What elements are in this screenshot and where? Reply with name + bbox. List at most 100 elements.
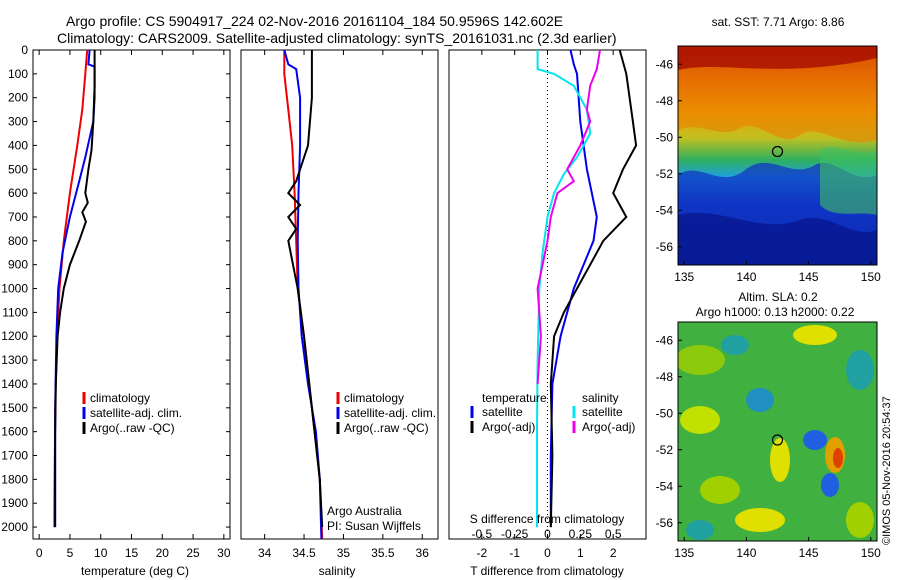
figure-title-line1: Argo profile: CS 5904917_224 02-Nov-2016… — [66, 13, 563, 29]
sla-map-ticks: 135 140 145 150 -46 -48 -50 -52 -54 -56 — [656, 333, 881, 560]
x-tick-label: 2 — [610, 546, 617, 560]
top-tick-label: 0 — [544, 527, 551, 541]
x-tick-label: 10 — [94, 546, 108, 560]
depth-tick-label: 400 — [8, 138, 28, 152]
temperature-xlabel: temperature (deg C) — [81, 564, 189, 578]
x-tick-label: 15 — [125, 546, 139, 560]
map-y-tick-label: -54 — [656, 479, 674, 493]
map-y-tick-label: -48 — [656, 94, 674, 108]
series-line-satellite — [536, 50, 592, 528]
x-tick-label: 30 — [217, 546, 231, 560]
legend-label-s-satellite: satellite — [582, 405, 623, 419]
series-line-argorawqc — [287, 50, 324, 528]
attribution-line1: Argo Australia — [327, 504, 402, 518]
map-y-tick-label: -46 — [656, 333, 674, 347]
legend-label-satellite: satellite-adj. clim. — [90, 406, 182, 420]
map-x-tick-label: 135 — [674, 546, 694, 560]
sla-map-panel: Altim. SLA: 0.2 Argo h1000: 0.13 h2000: … — [656, 290, 881, 560]
difference-top-axis-label: S difference from climatology — [470, 512, 625, 526]
sla-map-title-line2: Argo h1000: 0.13 h2000: 0.22 — [696, 305, 855, 319]
sst-heatmap — [678, 46, 877, 265]
x-tick-label: -2 — [476, 546, 487, 560]
depth-tick-label: 200 — [8, 91, 28, 105]
map-y-tick-label: -48 — [656, 370, 674, 384]
depth-tick-label: 700 — [8, 210, 28, 224]
legend-label-argo: Argo(..raw -QC) — [344, 421, 429, 435]
legend-label-t-argo: Argo(-adj) — [482, 420, 535, 434]
x-tick-label: 1 — [577, 546, 584, 560]
map-x-tick-label: 150 — [861, 270, 881, 284]
map-y-tick-label: -56 — [656, 516, 674, 530]
depth-tick-label: 1000 — [1, 282, 28, 296]
salinity-x-ticks: 34 34.5 35 35.5 36 — [258, 50, 429, 560]
legend-label-t-satellite: satellite — [482, 405, 523, 419]
x-tick-label: 5 — [67, 546, 74, 560]
map-x-tick-label: 150 — [861, 546, 881, 560]
top-tick-label: -0.25 — [501, 527, 529, 541]
map-x-tick-label: 145 — [799, 546, 819, 560]
difference-legend: temperature salinity satellite Argo(-adj… — [470, 391, 635, 434]
legend-label-climatology: climatology — [344, 391, 404, 405]
salinity-xlabel: salinity — [319, 564, 356, 578]
series-line-satelliteadjclim — [283, 49, 323, 540]
depth-tick-label: 1300 — [1, 353, 28, 367]
map-x-tick-label: 140 — [736, 270, 756, 284]
difference-x-ticks: -2 -1 0 1 2 — [476, 50, 617, 560]
series-line-argoadj — [549, 49, 638, 528]
sst-map-panel: sat. SST: 7.71 Argo: 8.86 135 140 145 150 -4… — [656, 15, 881, 284]
depth-tick-label: 1200 — [1, 329, 28, 343]
map-x-tick-label: 140 — [736, 546, 756, 560]
imos-timestamp-label: ©IMOS 05-Nov-2016 20:54:37 — [881, 396, 893, 545]
depth-tick-label: 2000 — [1, 520, 28, 534]
map-y-tick-label: -54 — [656, 203, 674, 217]
figure-title-line2: Climatology: CARS2009. Satellite-adjuste… — [57, 30, 617, 46]
depth-tick-label: 100 — [8, 67, 28, 81]
top-tick-label: -0.5 — [471, 527, 492, 541]
salinity-lines — [283, 49, 324, 540]
depth-tick-label: 1600 — [1, 425, 28, 439]
attribution-line2: PI: Susan Wijffels — [327, 519, 421, 533]
legend-label-climatology: climatology — [90, 391, 150, 405]
series-line-argoadj — [536, 49, 601, 385]
legend-label-satellite: satellite-adj. clim. — [344, 406, 436, 420]
temperature-lines — [53, 49, 96, 528]
x-tick-label: 20 — [156, 546, 170, 560]
x-tick-label: 35 — [337, 546, 351, 560]
salinity-panel: 34 34.5 35 35.5 36 salinity climatology sate… — [240, 49, 439, 578]
argo-float-marker — [771, 145, 784, 158]
sla-heatmap — [678, 322, 877, 541]
difference-xlabel: T difference from climatology — [470, 564, 624, 578]
series-line-argorawqc — [54, 50, 96, 528]
x-tick-label: -1 — [509, 546, 520, 560]
map-x-tick-label: 145 — [799, 270, 819, 284]
top-tick-label: 0.25 — [569, 527, 593, 541]
map-x-tick-label: 135 — [674, 270, 694, 284]
salinity-axes-frame — [240, 49, 439, 540]
sst-map-frame — [677, 45, 878, 266]
difference-lines — [536, 49, 638, 528]
depth-tick-label: 1100 — [2, 305, 28, 319]
difference-top-ticks: -0.5 -0.25 0 0.25 0.5 — [471, 527, 621, 541]
map-y-tick-label: -56 — [656, 240, 674, 254]
x-tick-label: 36 — [416, 546, 430, 560]
legend-header-salinity: salinity — [582, 391, 619, 405]
x-tick-label: 34 — [258, 546, 272, 560]
map-y-tick-label: -50 — [656, 406, 674, 420]
depth-tick-label: 1400 — [1, 377, 28, 391]
difference-panel: -2 -1 0 1 2 T difference from climatology S … — [448, 49, 647, 578]
depth-tick-label: 900 — [8, 258, 28, 272]
temperature-legend: climatology satellite-adj. clim. Argo(..… — [82, 391, 182, 435]
depth-tick-label: 500 — [8, 162, 28, 176]
depth-tick-label: 0 — [21, 43, 28, 57]
temperature-x-ticks: 0 5 10 15 20 25 30 — [36, 50, 231, 560]
x-tick-label: 0 — [544, 546, 551, 560]
map-y-tick-label: -52 — [656, 167, 674, 181]
map-y-tick-label: -52 — [656, 443, 674, 457]
sst-map-title: sat. SST: 7.71 Argo: 8.86 — [712, 15, 845, 29]
x-tick-label: 34.5 — [292, 546, 316, 560]
depth-tick-label: 1500 — [1, 401, 28, 415]
sla-map-frame — [677, 321, 878, 542]
map-y-tick-label: -46 — [656, 57, 674, 71]
depth-tick-label: 800 — [8, 234, 28, 248]
